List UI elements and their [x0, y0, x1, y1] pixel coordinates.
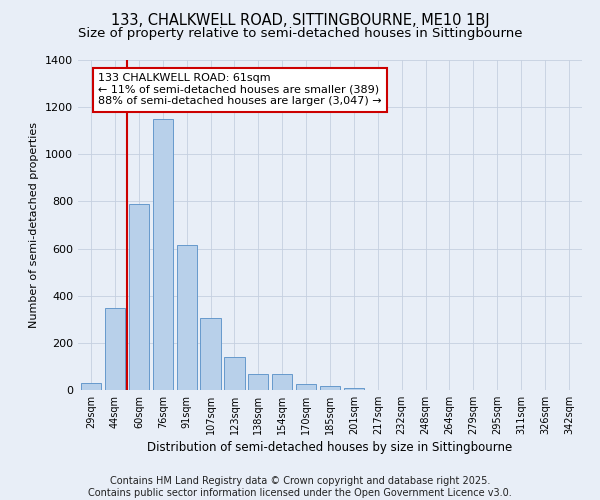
- Bar: [200, 318, 221, 390]
- Bar: [176, 245, 197, 390]
- Bar: [344, 388, 364, 390]
- Bar: [296, 384, 316, 390]
- Bar: [152, 119, 173, 390]
- Text: 133, CHALKWELL ROAD, SITTINGBOURNE, ME10 1BJ: 133, CHALKWELL ROAD, SITTINGBOURNE, ME10…: [110, 12, 490, 28]
- Text: Contains HM Land Registry data © Crown copyright and database right 2025.
Contai: Contains HM Land Registry data © Crown c…: [88, 476, 512, 498]
- Bar: [224, 357, 245, 390]
- Bar: [81, 383, 101, 390]
- Bar: [320, 386, 340, 390]
- Bar: [129, 204, 149, 390]
- Bar: [272, 374, 292, 390]
- X-axis label: Distribution of semi-detached houses by size in Sittingbourne: Distribution of semi-detached houses by …: [148, 441, 512, 454]
- Text: 133 CHALKWELL ROAD: 61sqm
← 11% of semi-detached houses are smaller (389)
88% of: 133 CHALKWELL ROAD: 61sqm ← 11% of semi-…: [98, 73, 382, 106]
- Text: Size of property relative to semi-detached houses in Sittingbourne: Size of property relative to semi-detach…: [78, 28, 522, 40]
- Bar: [248, 374, 268, 390]
- Bar: [105, 308, 125, 390]
- Y-axis label: Number of semi-detached properties: Number of semi-detached properties: [29, 122, 40, 328]
